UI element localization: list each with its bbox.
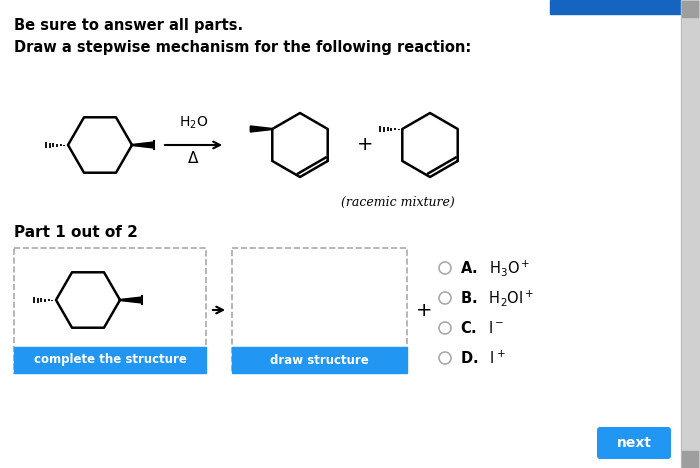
Bar: [14, 248, 206, 373]
Bar: [681, 0, 700, 468]
Text: H$_2$O: H$_2$O: [179, 115, 208, 131]
Text: $\Delta$: $\Delta$: [188, 150, 200, 166]
Polygon shape: [120, 297, 142, 303]
Bar: [232, 248, 407, 373]
Text: next: next: [617, 436, 652, 450]
Bar: [550, 0, 700, 14]
Text: $\mathbf{D.}$  $\mathrm{I^+}$: $\mathbf{D.}$ $\mathrm{I^+}$: [460, 349, 506, 366]
Text: +: +: [357, 136, 373, 154]
Text: $\mathbf{C.}$  $\mathrm{I^-}$: $\mathbf{C.}$ $\mathrm{I^-}$: [460, 320, 505, 336]
Text: (racemic mixture): (racemic mixture): [341, 196, 455, 209]
Text: Part 1 out of 2: Part 1 out of 2: [14, 225, 138, 240]
Text: $\mathbf{A.}$  $\mathrm{H_3O^+}$: $\mathbf{A.}$ $\mathrm{H_3O^+}$: [460, 258, 531, 278]
Text: Be sure to answer all parts.: Be sure to answer all parts.: [14, 18, 243, 33]
Polygon shape: [251, 126, 272, 132]
Text: $\mathbf{B.}$  $\mathrm{H_2OI^+}$: $\mathbf{B.}$ $\mathrm{H_2OI^+}$: [460, 288, 535, 308]
Text: Draw a stepwise mechanism for the following reaction:: Draw a stepwise mechanism for the follow…: [14, 40, 471, 55]
Bar: [682, 451, 698, 467]
Bar: [682, 1, 698, 17]
Polygon shape: [132, 142, 154, 148]
FancyBboxPatch shape: [597, 427, 671, 459]
Bar: [232, 347, 407, 373]
Text: +: +: [416, 300, 433, 320]
Text: draw structure: draw structure: [270, 353, 369, 366]
Bar: [14, 347, 206, 373]
Text: complete the structure: complete the structure: [34, 353, 186, 366]
